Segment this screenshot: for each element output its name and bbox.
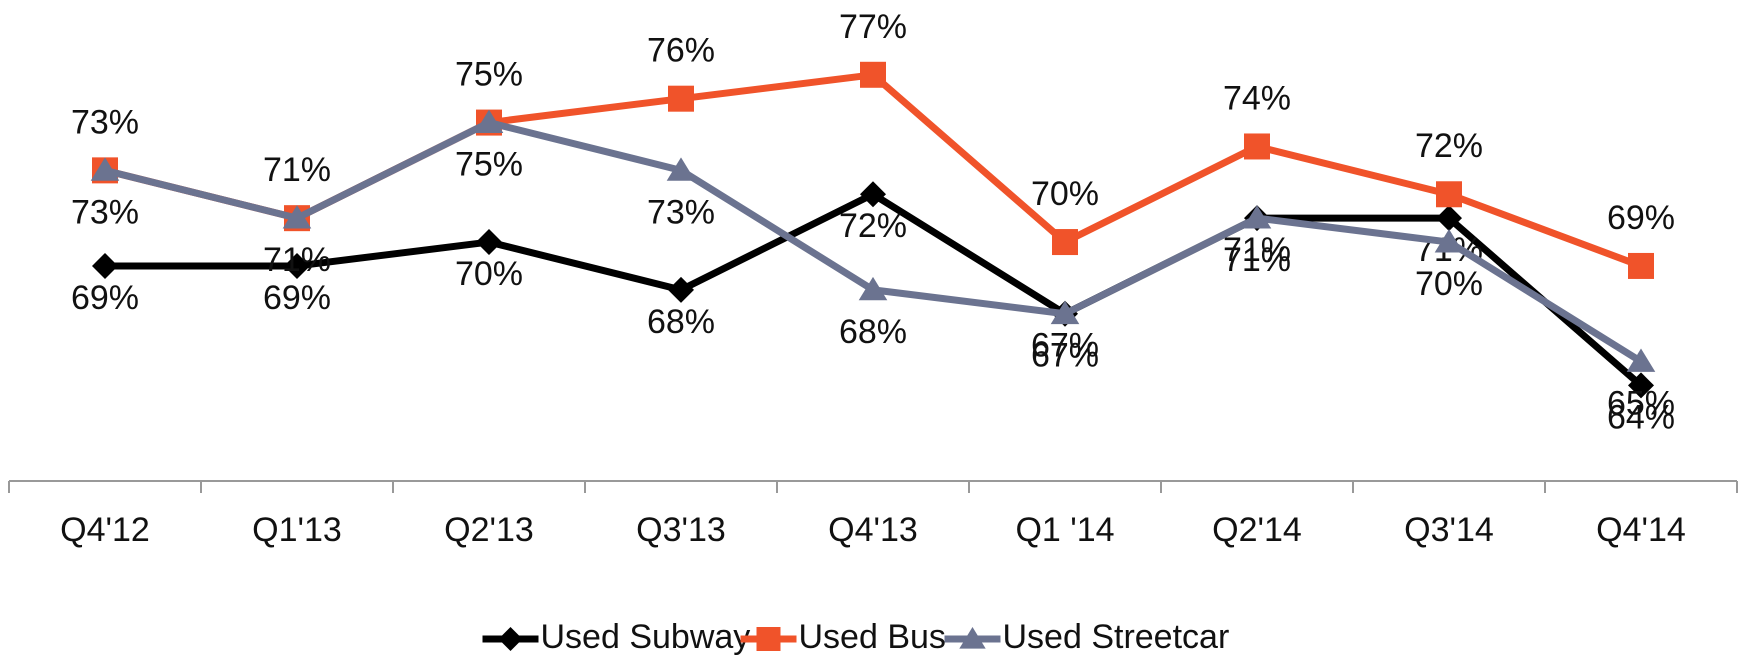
- data-label: 73%: [71, 103, 139, 141]
- x-tick-label: Q2'14: [1212, 511, 1302, 549]
- x-tick-label: Q2'13: [444, 511, 534, 549]
- legend-item: Used Bus: [740, 618, 946, 656]
- data-label: 71%: [263, 151, 331, 189]
- marker: [668, 85, 694, 112]
- series: [90, 109, 1656, 372]
- data-label: 71%: [263, 241, 331, 279]
- data-label: 73%: [647, 193, 715, 231]
- data-label: 64%: [1607, 398, 1675, 436]
- legend-label: Used Streetcar: [1003, 618, 1230, 656]
- x-tick-label: Q3'14: [1404, 511, 1494, 549]
- marker: [92, 252, 118, 279]
- x-tick-label: Q1 '14: [1015, 511, 1114, 549]
- marker: [1434, 229, 1464, 253]
- data-label: 69%: [71, 279, 139, 317]
- marker: [474, 109, 504, 133]
- data-label: 71%: [1223, 241, 1291, 279]
- data-label: 68%: [647, 303, 715, 341]
- marker: [282, 205, 312, 229]
- marker: [498, 627, 523, 651]
- marker: [668, 276, 694, 303]
- marker: [1626, 348, 1656, 372]
- data-label: 71%: [1223, 231, 1291, 269]
- data-label: 73%: [71, 193, 139, 231]
- marker: [860, 61, 886, 88]
- data-label: 72%: [839, 207, 907, 245]
- series: [92, 181, 1654, 399]
- data-label: 77%: [839, 8, 907, 46]
- marker: [959, 627, 986, 649]
- data-label: 67%: [1031, 327, 1099, 365]
- data-label: 72%: [1415, 127, 1483, 165]
- marker: [90, 157, 120, 181]
- legend-item: Used Subway: [482, 618, 751, 656]
- data-label: 74%: [1223, 79, 1291, 117]
- data-label: 70%: [1415, 265, 1483, 303]
- legend-label: Used Subway: [541, 618, 751, 656]
- x-tick-label: Q4'14: [1596, 511, 1686, 549]
- marker: [1050, 300, 1080, 325]
- marker: [858, 276, 888, 301]
- marker: [1436, 205, 1462, 232]
- data-label: 65%: [1607, 385, 1675, 423]
- marker: [1242, 205, 1272, 229]
- data-label: 68%: [839, 313, 907, 351]
- x-tick-label: Q1'13: [252, 511, 342, 549]
- marker: [476, 229, 502, 256]
- marker: [1436, 181, 1462, 208]
- data-label: 75%: [455, 56, 523, 94]
- marker: [756, 627, 781, 651]
- marker: [860, 181, 886, 208]
- marker: [1628, 252, 1654, 279]
- data-label: 76%: [647, 32, 715, 70]
- x-tick-label: Q4'12: [60, 511, 150, 549]
- marker: [1052, 229, 1078, 256]
- x-tick-label: Q3'13: [636, 511, 726, 549]
- legend-item: Used Streetcar: [944, 618, 1230, 656]
- data-label: 69%: [263, 279, 331, 317]
- data-label: 75%: [455, 146, 523, 184]
- x-tick-label: Q4'13: [828, 511, 918, 549]
- data-label: 69%: [1607, 199, 1675, 237]
- legend-label: Used Bus: [799, 618, 946, 656]
- data-label: 70%: [1031, 175, 1099, 213]
- marker: [1628, 372, 1654, 399]
- marker: [1244, 133, 1270, 160]
- marker: [284, 252, 310, 279]
- marker: [666, 157, 696, 181]
- data-label: 70%: [455, 255, 523, 293]
- data-label: 67%: [1031, 337, 1099, 375]
